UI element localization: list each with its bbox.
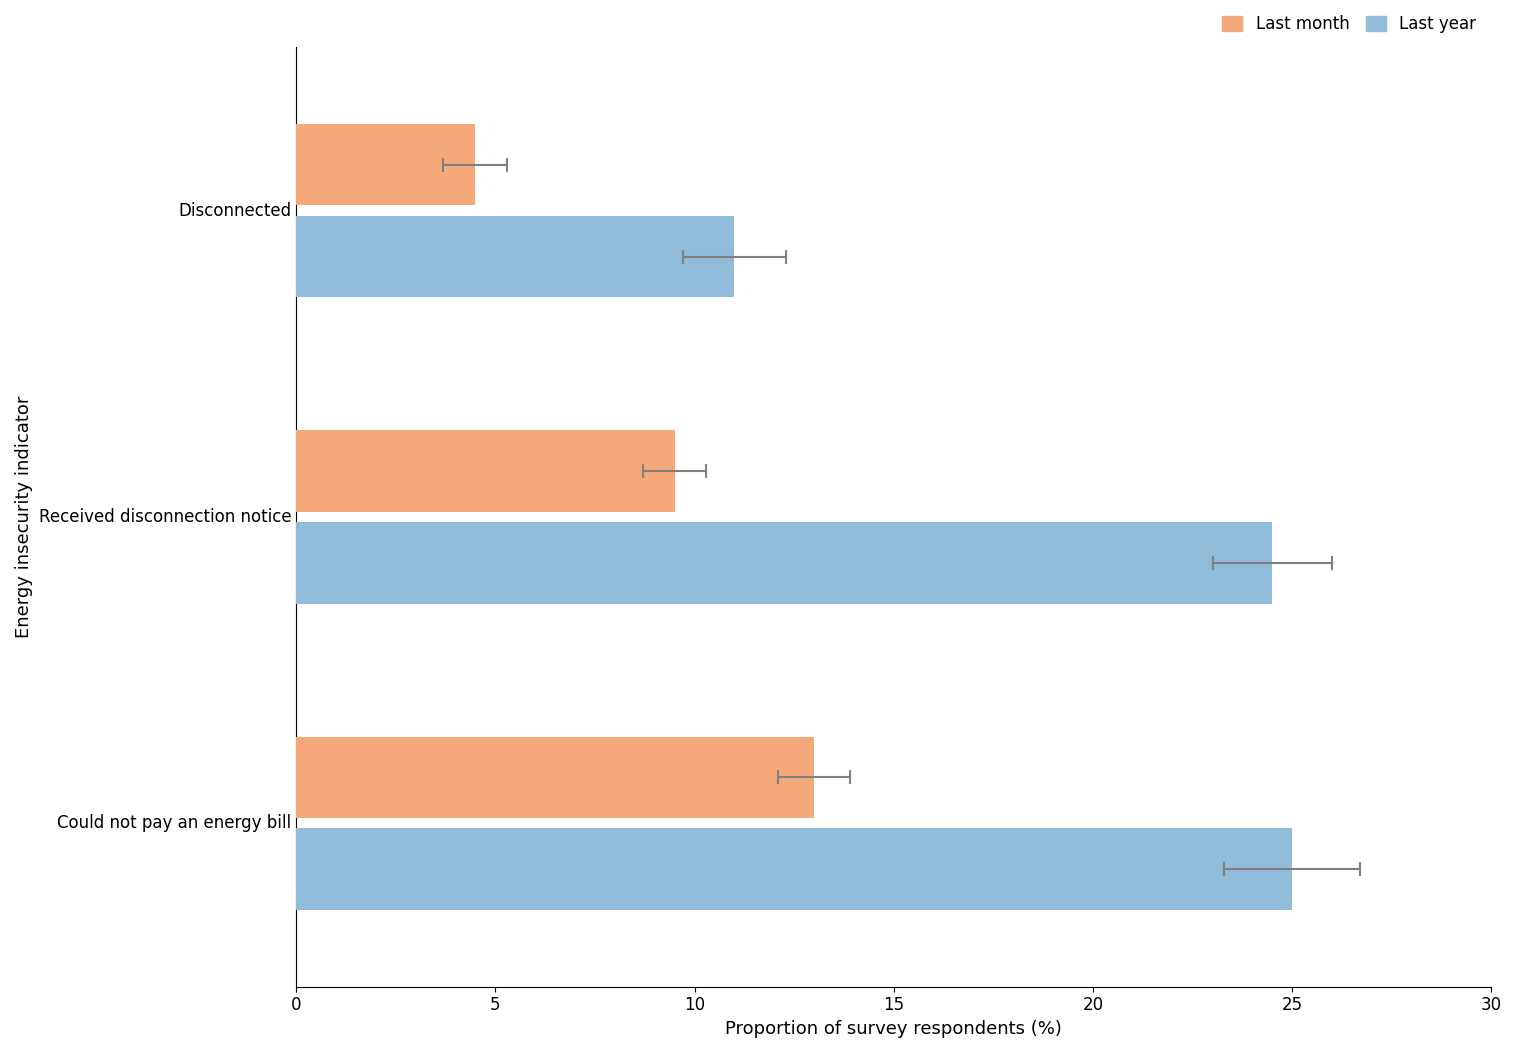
Bar [296, 736, 815, 818]
Bar [296, 829, 1292, 910]
Y-axis label: Energy insecurity indicator: Energy insecurity indicator [15, 396, 33, 638]
X-axis label: Proportion of survey respondents (%): Proportion of survey respondents (%) [725, 1020, 1062, 1038]
Bar [296, 431, 675, 512]
Bar [296, 216, 734, 297]
Bar [296, 124, 475, 205]
Legend: Last month, Last year: Last month, Last year [1215, 8, 1484, 40]
Bar [296, 522, 1273, 603]
